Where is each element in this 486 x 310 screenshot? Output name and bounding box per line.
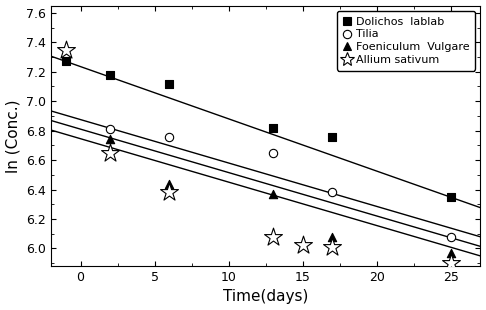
Tilia — [166, 134, 174, 139]
Dolichos  lablab — [62, 59, 69, 64]
Allium sativum — [62, 47, 69, 52]
Tilia — [106, 127, 114, 132]
Tilia — [269, 150, 277, 155]
Allium sativum — [106, 150, 114, 155]
Tilia — [447, 234, 455, 239]
Foeniculum  Vulgare — [166, 181, 174, 186]
Foeniculum  Vulgare — [106, 137, 114, 142]
X-axis label: Time(days): Time(days) — [223, 290, 309, 304]
Foeniculum  Vulgare — [269, 192, 277, 197]
Dolichos  lablab — [166, 81, 174, 86]
Tilia — [329, 190, 336, 195]
Foeniculum  Vulgare — [329, 234, 336, 239]
Allium sativum — [269, 234, 277, 239]
Foeniculum  Vulgare — [447, 250, 455, 255]
Dolichos  lablab — [106, 72, 114, 77]
Dolichos  lablab — [329, 134, 336, 139]
Y-axis label: ln (Conc.): ln (Conc.) — [5, 99, 20, 173]
Allium sativum — [447, 261, 455, 266]
Dolichos  lablab — [447, 194, 455, 199]
Allium sativum — [329, 244, 336, 249]
Allium sativum — [299, 243, 307, 248]
Legend: Dolichos  lablab, Tilia, Foeniculum  Vulgare, Allium sativum: Dolichos lablab, Tilia, Foeniculum Vulga… — [337, 11, 475, 71]
Dolichos  lablab — [269, 125, 277, 130]
Allium sativum — [166, 190, 174, 195]
